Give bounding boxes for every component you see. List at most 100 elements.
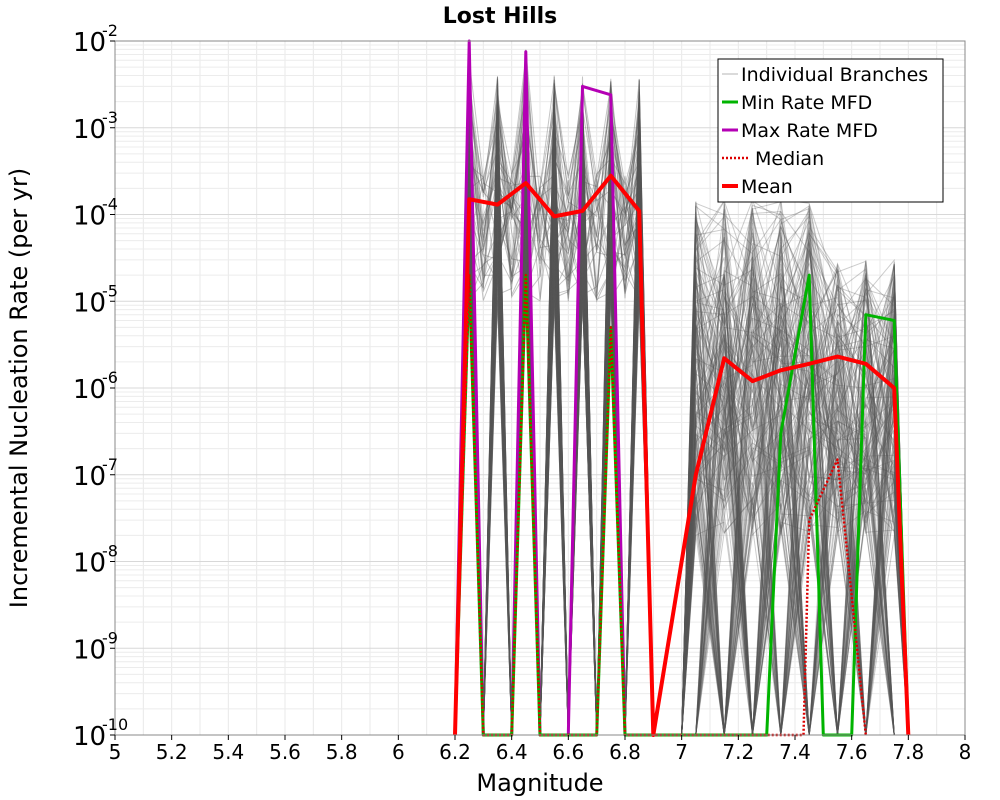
- branch-line: [681, 288, 909, 736]
- branch-line: [681, 339, 909, 736]
- branch-line: [681, 364, 909, 736]
- branch-line: [681, 206, 909, 736]
- branch-line: [681, 210, 909, 736]
- branch-line: [681, 209, 909, 736]
- legend-label: Min Rate MFD: [741, 92, 872, 114]
- branch-line: [681, 266, 909, 736]
- branch-line: [454, 123, 654, 736]
- branch-line: [681, 269, 909, 736]
- branch-line: [454, 71, 654, 736]
- branch-line: [681, 243, 909, 736]
- branch-line: [681, 201, 909, 736]
- branch-line: [681, 273, 909, 736]
- branch-line: [681, 285, 909, 736]
- chart-title: Lost Hills: [443, 4, 558, 29]
- branch-line: [681, 303, 909, 736]
- branch-line: [681, 346, 909, 736]
- branch-line: [681, 202, 909, 736]
- y-tick-label: 10: [73, 549, 106, 579]
- branch-line: [681, 255, 909, 736]
- branch-line: [681, 286, 909, 736]
- branch-line: [681, 200, 909, 736]
- branch-line: [454, 160, 654, 736]
- branch-line: [681, 257, 909, 736]
- branch-line: [681, 332, 909, 736]
- y-tick-exponent: -7: [102, 455, 118, 474]
- branch-line: [681, 263, 909, 736]
- branch-line: [681, 222, 909, 736]
- branch-line: [454, 49, 654, 736]
- y-tick-exponent: -8: [102, 542, 118, 561]
- y-tick-label: 10: [73, 722, 106, 752]
- branch-line: [454, 124, 654, 736]
- branch-line: [454, 83, 654, 736]
- branch-line: [681, 220, 909, 736]
- branch-line: [681, 262, 909, 736]
- branch-line: [454, 97, 654, 736]
- branch-line: [454, 138, 654, 736]
- branch-line: [681, 414, 909, 736]
- y-axis-label: Incremental Nucleation Rate (per yr): [5, 168, 33, 608]
- branch-line: [681, 226, 909, 736]
- branch-line: [681, 218, 909, 736]
- branch-line: [454, 109, 654, 736]
- branch-line: [681, 383, 909, 736]
- branch-line: [681, 233, 909, 736]
- branch-line: [681, 270, 909, 736]
- x-tick-label: 6.2: [439, 740, 471, 764]
- branch-line: [681, 225, 909, 736]
- series-line-max-rate-mfd: [453, 39, 627, 737]
- branch-line: [681, 276, 909, 736]
- branch-line: [681, 260, 909, 736]
- branch-line: [681, 272, 909, 736]
- branch-line: [681, 225, 909, 736]
- branch-line: [681, 202, 909, 736]
- branch-line: [681, 298, 909, 736]
- branch-line: [681, 326, 909, 736]
- branch-line: [454, 95, 654, 736]
- branch-line: [681, 232, 909, 736]
- branch-line: [681, 262, 909, 736]
- branch-line: [681, 358, 909, 736]
- x-tick-label: 6.6: [552, 740, 584, 764]
- y-tick-exponent: -4: [102, 195, 118, 214]
- branch-line: [681, 314, 909, 736]
- branch-line: [454, 100, 654, 736]
- branch-line: [454, 68, 654, 736]
- branch-line: [681, 346, 909, 736]
- branch-line: [681, 272, 909, 736]
- branch-line: [681, 296, 909, 736]
- branch-line: [681, 204, 909, 736]
- branch-line: [681, 209, 909, 736]
- branch-line: [681, 224, 909, 736]
- branch-line: [681, 207, 909, 736]
- branch-line: [681, 205, 909, 736]
- branch-line: [681, 253, 909, 736]
- branch-line: [454, 115, 654, 736]
- branch-line: [681, 201, 909, 736]
- branch-line: [454, 54, 654, 736]
- x-tick-label: 7: [675, 740, 688, 764]
- branch-line: [454, 87, 654, 736]
- branch-line: [681, 199, 909, 736]
- branch-line: [454, 121, 654, 736]
- x-tick-label: 8: [959, 740, 972, 764]
- branch-line: [681, 244, 909, 736]
- branch-line: [681, 305, 909, 736]
- branch-line: [681, 218, 909, 736]
- branch-line: [681, 272, 909, 736]
- branch-line: [681, 336, 909, 736]
- branch-line: [681, 229, 909, 736]
- branch-line: [681, 241, 909, 736]
- x-tick-label: 5.6: [269, 740, 301, 764]
- branch-line: [681, 241, 909, 736]
- branch-line: [681, 274, 909, 736]
- branch-line: [681, 274, 909, 736]
- branch-line: [681, 271, 909, 736]
- branch-line: [681, 237, 909, 736]
- x-tick-label: 7.8: [892, 740, 924, 764]
- branch-line: [681, 268, 909, 736]
- branch-line: [681, 447, 909, 736]
- branch-line: [681, 245, 909, 736]
